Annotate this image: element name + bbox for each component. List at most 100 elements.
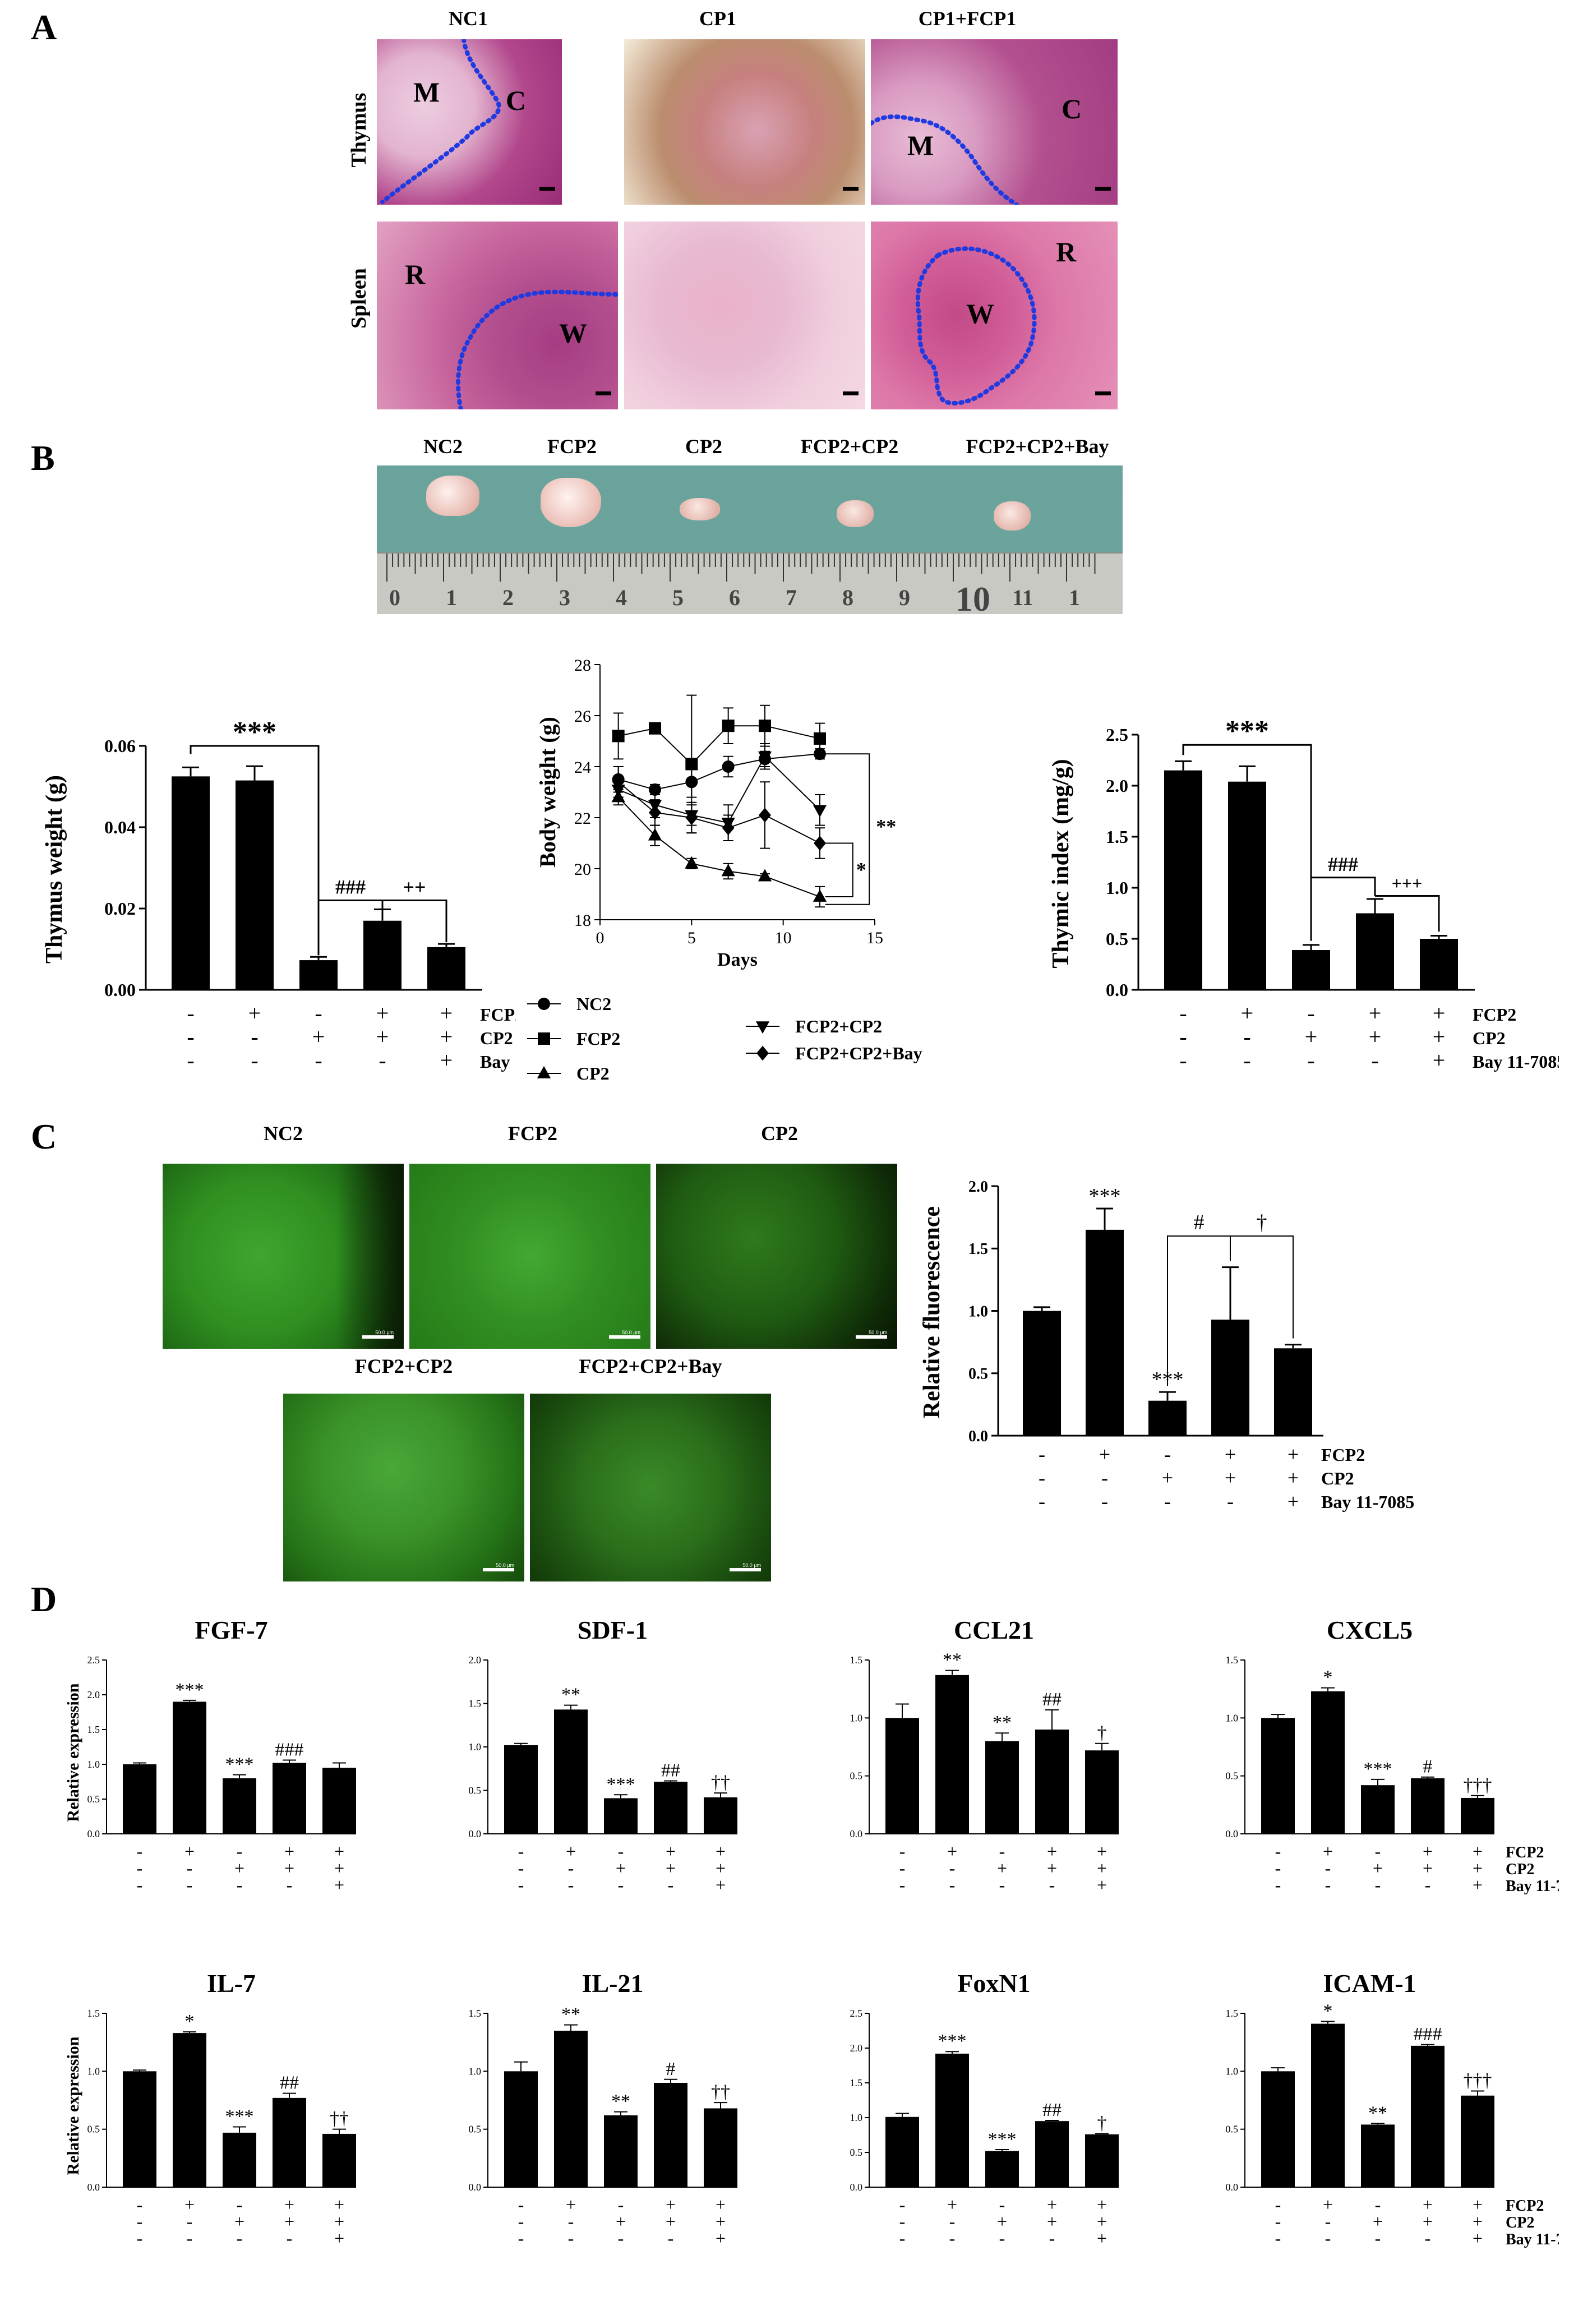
sign-plus: + [666,2211,676,2231]
sign-minus: - [315,1000,322,1026]
sig-label: * [856,859,866,881]
sign-minus: - [1227,1490,1234,1513]
sig-label: ** [561,2004,580,2025]
bar [1261,1718,1295,1834]
y-tick-label: 0.0 [850,2182,863,2193]
y-tick-label: 0.02 [104,898,136,919]
y-tick-label: 0.5 [87,2124,100,2135]
panel-d-charts: FGF-7 0.0 0.5 1.0 1.5 2.0 2.5 Relative expressi… [64,1616,1559,2248]
sign-plus: + [716,2211,726,2231]
ruler-number: 6 [729,585,740,610]
tissue-mark-m: M [907,130,934,161]
sign-plus: + [440,1000,453,1026]
sign-plus: + [184,1841,195,1861]
legend-label: FCP2+CP2 [795,1016,882,1036]
bar [223,2132,256,2187]
y-tick-label: 0.0 [1106,980,1128,1000]
sign-minus: - [1375,1841,1381,1861]
thymus-specimen-fcp2 [541,478,601,527]
sign-minus: - [1371,1048,1378,1073]
sign-minus: - [899,2211,906,2231]
legend-entry: NC2 [527,994,611,1014]
y-tick-label: 0.5 [87,1793,100,1805]
scale-bar [730,1568,761,1571]
sign-minus: - [518,1875,524,1895]
sign-minus: - [1275,1875,1281,1895]
sign-plus: + [284,2194,294,2215]
bar [1035,1730,1069,1834]
row-label: Bay 11-7085 [1506,1878,1559,1895]
marker-square [685,758,698,771]
bar [1085,1750,1119,1834]
y-tick-label: 2.0 [469,1654,482,1666]
sign-minus: - [899,2194,906,2215]
panel-letter-c: C [31,1117,57,1156]
bar [273,2097,306,2187]
bar [427,947,465,990]
y-tick-label: 18 [574,911,591,930]
sig-label: *** [233,716,276,748]
sign-minus: - [899,2228,906,2248]
sig-label: * [185,2011,195,2032]
photo-label-cp2: CP2 [685,435,722,458]
sig-bracket [825,753,870,905]
sign-minus: - [518,2211,524,2231]
bar [604,2115,638,2187]
y-tick-label: 1.0 [1226,1712,1239,1723]
y-tick-label: 1.0 [1226,2065,1239,2077]
sig-label: ** [1368,2102,1387,2123]
sign-plus: + [716,1858,726,1878]
bar [1361,1785,1395,1834]
sign-plus: + [716,1841,726,1861]
thymus-specimen-cp2 [680,498,720,520]
sign-minus: - [187,2211,193,2231]
bar [322,2133,356,2187]
sign-plus: + [1473,2194,1483,2215]
scale-bar [1095,187,1111,191]
bar [1420,939,1458,990]
sign-minus: - [137,2194,143,2215]
bar [1361,2124,1395,2187]
sign-minus: - [1325,1858,1331,1878]
sign-minus: - [1039,1490,1045,1513]
sign-plus: + [947,1841,957,1861]
sign-minus: - [518,1841,524,1861]
y-tick-label: 2.0 [968,1178,988,1196]
bar [704,2108,737,2187]
sign-plus: + [997,2211,1007,2231]
bar [1085,2134,1119,2187]
marker-triangle-up [721,864,735,877]
sign-minus: - [518,2194,524,2215]
sign-minus: - [1275,1858,1281,1878]
sign-plus: + [1047,2194,1057,2215]
panel-letter-a: A [31,7,57,47]
scale-text: 50.0 μm [869,1330,887,1335]
sig-label: †† [711,2082,730,2102]
sig-label: # [1423,1756,1433,1777]
row-label: Bay 11-7085 [480,1052,516,1072]
photo-label-nc2: NC2 [423,435,463,458]
sign-minus: - [237,2228,243,2248]
bar [363,920,402,990]
y-tick-label: 2.5 [87,1654,100,1666]
marker-square [722,720,735,732]
y-tick-label: 1.5 [1106,827,1128,847]
bar [885,2116,919,2187]
photo-label-fcp2: FCP2 [547,435,597,458]
bar [1261,2071,1295,2187]
sign-minus: - [668,1875,674,1895]
y-tick-label: 0.0 [850,1828,863,1839]
sign-plus: + [1433,1000,1446,1026]
sign-plus: + [566,2194,576,2215]
sign-minus: - [518,1858,524,1878]
marker-square [649,722,661,735]
row-label: FCP2 [1506,1844,1544,1861]
sig-label: ++ [403,876,426,898]
sig-label: *** [225,1754,254,1775]
sign-minus: - [1275,2211,1281,2231]
chart-title: CXCL5 [1327,1616,1413,1644]
sign-plus: + [334,1841,344,1861]
sign-minus: - [1101,1467,1108,1489]
